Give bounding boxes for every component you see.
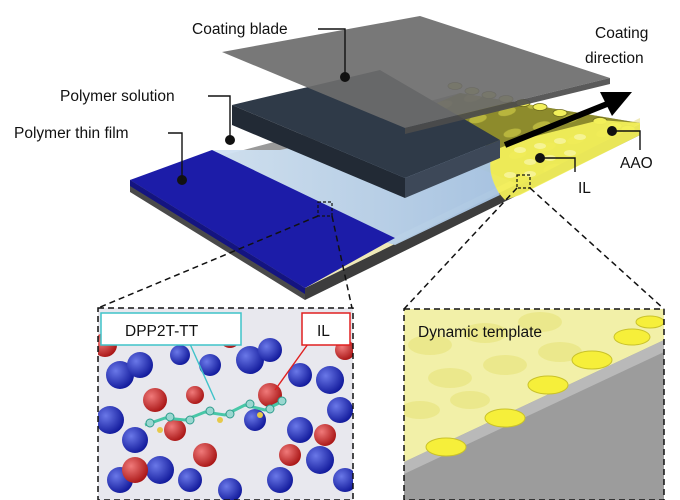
coating-blade	[232, 70, 500, 198]
il-label-box	[301, 312, 351, 346]
molecular-inset: DPP2T-TT IL	[97, 307, 354, 500]
label-polymer-solution: Polymer solution	[60, 88, 175, 105]
leader-lines	[168, 28, 641, 180]
label-aao: AAO	[620, 155, 653, 172]
label-dpp2t-tt: DPP2T-TT	[125, 323, 199, 340]
label-il: IL	[578, 180, 591, 197]
zoom-marker-left	[317, 201, 333, 217]
label-coating-direction-2: direction	[585, 50, 644, 67]
ionic-liquid-layer	[489, 120, 640, 200]
coating-direction-arrow	[503, 92, 632, 148]
dpp2t-tt-label-box	[100, 312, 242, 346]
label-dynamic-template: Dynamic template	[418, 324, 542, 341]
coating-blade-plate	[222, 16, 610, 134]
zoom-marker-right	[516, 174, 531, 189]
label-il-inset: IL	[317, 323, 330, 340]
zoom-lines	[97, 187, 665, 310]
dynamic-template-inset: Dynamic template	[403, 308, 665, 500]
label-polymer-thin-film: Polymer thin film	[14, 125, 129, 142]
label-coating-blade: Coating blade	[192, 21, 288, 38]
label-coating-direction-1: Coating	[595, 25, 648, 42]
polymer-thin-film	[130, 150, 395, 294]
